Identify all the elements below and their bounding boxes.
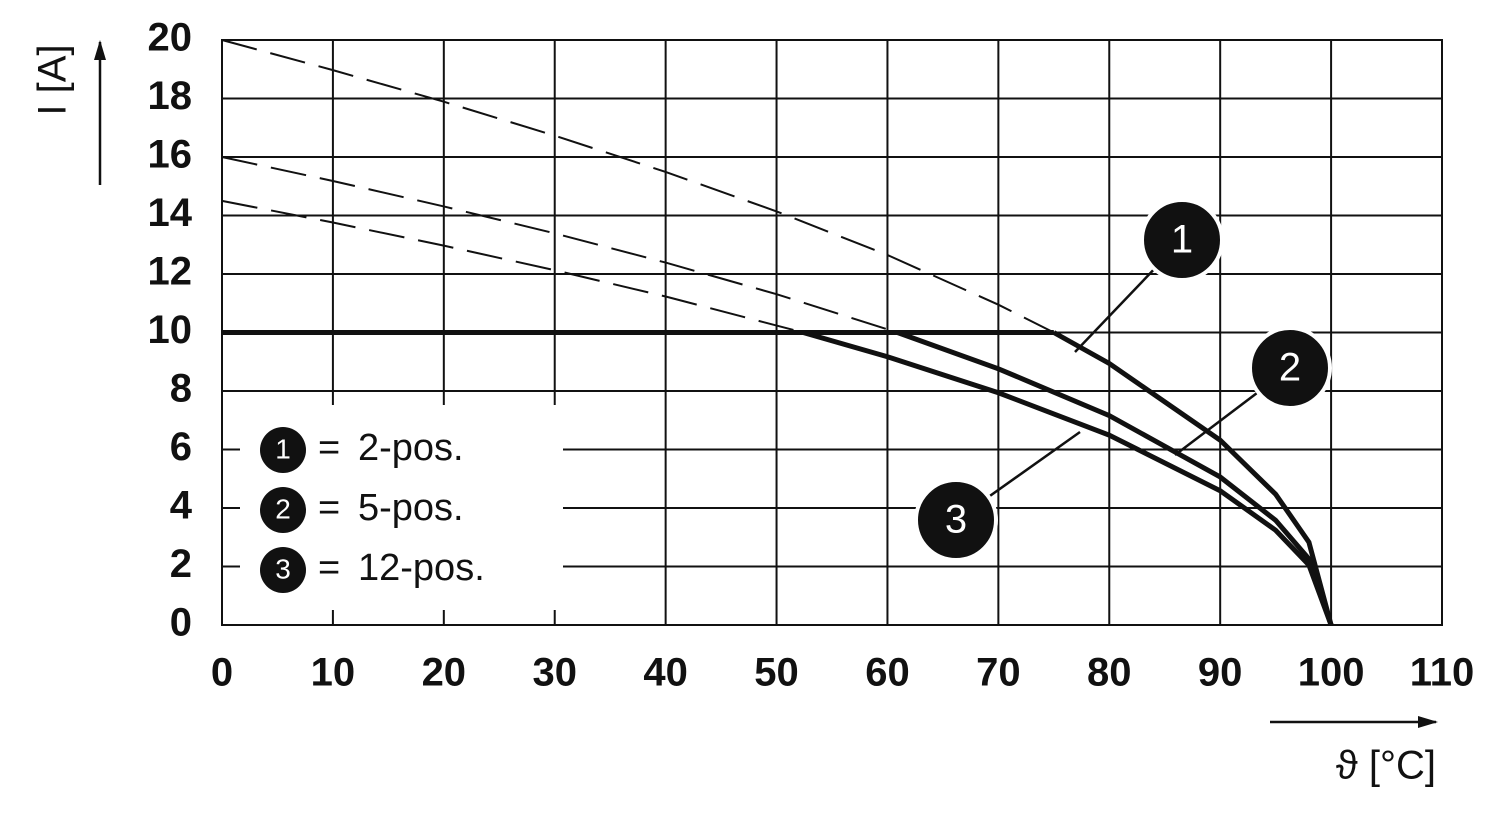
x-tick-label: 90 (1198, 651, 1243, 695)
plot-border (221, 39, 1443, 626)
callout-label: 1 (1171, 218, 1193, 262)
rated-curve (221, 156, 898, 334)
legend-marker-label: 3 (275, 553, 291, 584)
legend-marker-label: 1 (275, 433, 291, 464)
legend-marker (260, 547, 306, 593)
x-tick-label: 40 (643, 651, 688, 695)
legend-marker (260, 427, 306, 473)
y-tick-label: 18 (148, 74, 193, 118)
x-tick-label: 30 (532, 651, 577, 695)
derating-curve (802, 330, 1334, 626)
y-tick-label: 6 (170, 425, 192, 469)
callout-label: 2 (1279, 346, 1301, 390)
legend-separator: = (318, 547, 340, 589)
x-tick-label: 60 (865, 651, 910, 695)
x-axis-label: ϑ [°C] (1336, 744, 1436, 788)
x-tick-label: 70 (976, 651, 1021, 695)
x-tick-label: 0 (211, 651, 233, 695)
legend-label: 5-pos. (358, 487, 464, 529)
legend-marker (260, 487, 306, 533)
y-tick-label: 0 (170, 601, 192, 645)
x-tick-label: 10 (311, 651, 356, 695)
labels: 0 10 20 30 40 50 60 70 80 90 100 110024681012141618… (148, 16, 1475, 695)
x-tick-label: 110 (1410, 651, 1475, 695)
y-tick-label: 4 (170, 484, 193, 528)
callout (1248, 326, 1332, 410)
y-tick-label: 2 (170, 542, 192, 586)
x-tick-label: 80 (1087, 651, 1132, 695)
callout (914, 478, 998, 562)
derating-curve (896, 330, 1334, 626)
lines (221, 39, 1334, 626)
rated-curve (221, 199, 804, 334)
callout (1140, 198, 1224, 282)
legend-label: 2-pos. (358, 427, 464, 469)
x-tick-label: 100 (1298, 651, 1365, 695)
y-axis-label: I [A] (31, 44, 75, 115)
x-tick-label: 50 (754, 651, 799, 695)
x-tick-label: 20 (422, 651, 467, 695)
rated-curve (221, 39, 1055, 334)
y-tick-label: 14 (148, 191, 193, 235)
y-tick-label: 10 (148, 308, 193, 352)
legend-separator: = (318, 427, 340, 469)
y-tick-label: 12 (148, 250, 193, 294)
y-tick-label: 16 (148, 133, 193, 177)
legend-separator: = (318, 487, 340, 529)
derating-curve (1052, 330, 1334, 626)
y-tick-label: 20 (148, 16, 193, 60)
legend-marker-label: 2 (275, 493, 291, 524)
callout-label: 3 (945, 498, 967, 542)
legend-label: 12-pos. (358, 547, 485, 589)
y-tick-label: 8 (170, 367, 192, 411)
